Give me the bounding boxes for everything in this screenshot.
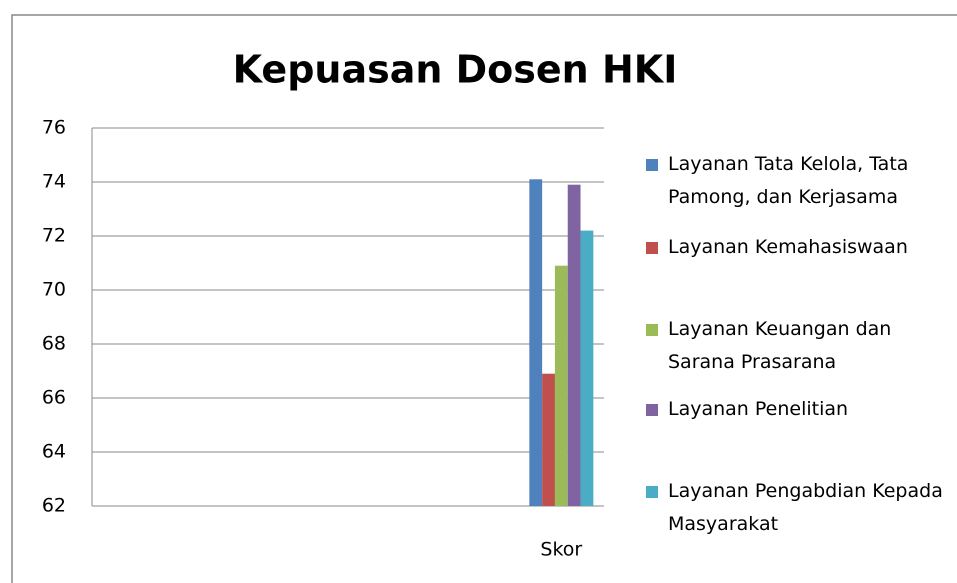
- bar: [580, 230, 594, 506]
- y-tick-label: 70: [42, 279, 66, 301]
- legend-label: Layanan Penelitian: [668, 398, 849, 420]
- bar: [567, 184, 581, 506]
- chart-frame: [11, 14, 957, 583]
- legend-swatch: [646, 404, 658, 416]
- legend-entry: Layanan Pengabdian Kepada Masyarakat: [646, 475, 946, 541]
- bar: [554, 265, 568, 506]
- y-tick-label: 74: [42, 171, 66, 193]
- legend-label: Layanan Keuangan dan Sarana Prasarana: [668, 318, 892, 373]
- legend-label: Layanan Pengabdian Kepada Masyarakat: [668, 480, 943, 535]
- x-tick-label: Skor: [540, 539, 582, 561]
- y-tick-label: 66: [42, 387, 66, 409]
- y-tick-label: 68: [42, 333, 66, 355]
- legend-entry: Layanan Kemahasiswaan: [646, 231, 946, 264]
- legend-swatch: [646, 486, 658, 498]
- legend-entry: Layanan Keuangan dan Sarana Prasarana: [646, 313, 946, 379]
- y-tick-label: 76: [42, 117, 66, 139]
- y-tick-label: 64: [42, 441, 66, 463]
- legend-swatch: [646, 159, 658, 171]
- legend-swatch: [646, 242, 658, 254]
- legend-label: Layanan Kemahasiswaan: [668, 236, 908, 258]
- legend-entry: Layanan Penelitian: [646, 393, 946, 426]
- y-tick-label: 72: [42, 225, 66, 247]
- y-tick-label: 62: [42, 495, 66, 517]
- legend-entry: Layanan Tata Kelola, Tata Pamong, dan Ke…: [646, 148, 946, 214]
- legend-swatch: [646, 324, 658, 336]
- bar: [542, 373, 555, 506]
- chart-title: Kepuasan Dosen HKI: [233, 48, 678, 92]
- bar: [529, 179, 543, 507]
- legend-label: Layanan Tata Kelola, Tata Pamong, dan Ke…: [668, 153, 909, 208]
